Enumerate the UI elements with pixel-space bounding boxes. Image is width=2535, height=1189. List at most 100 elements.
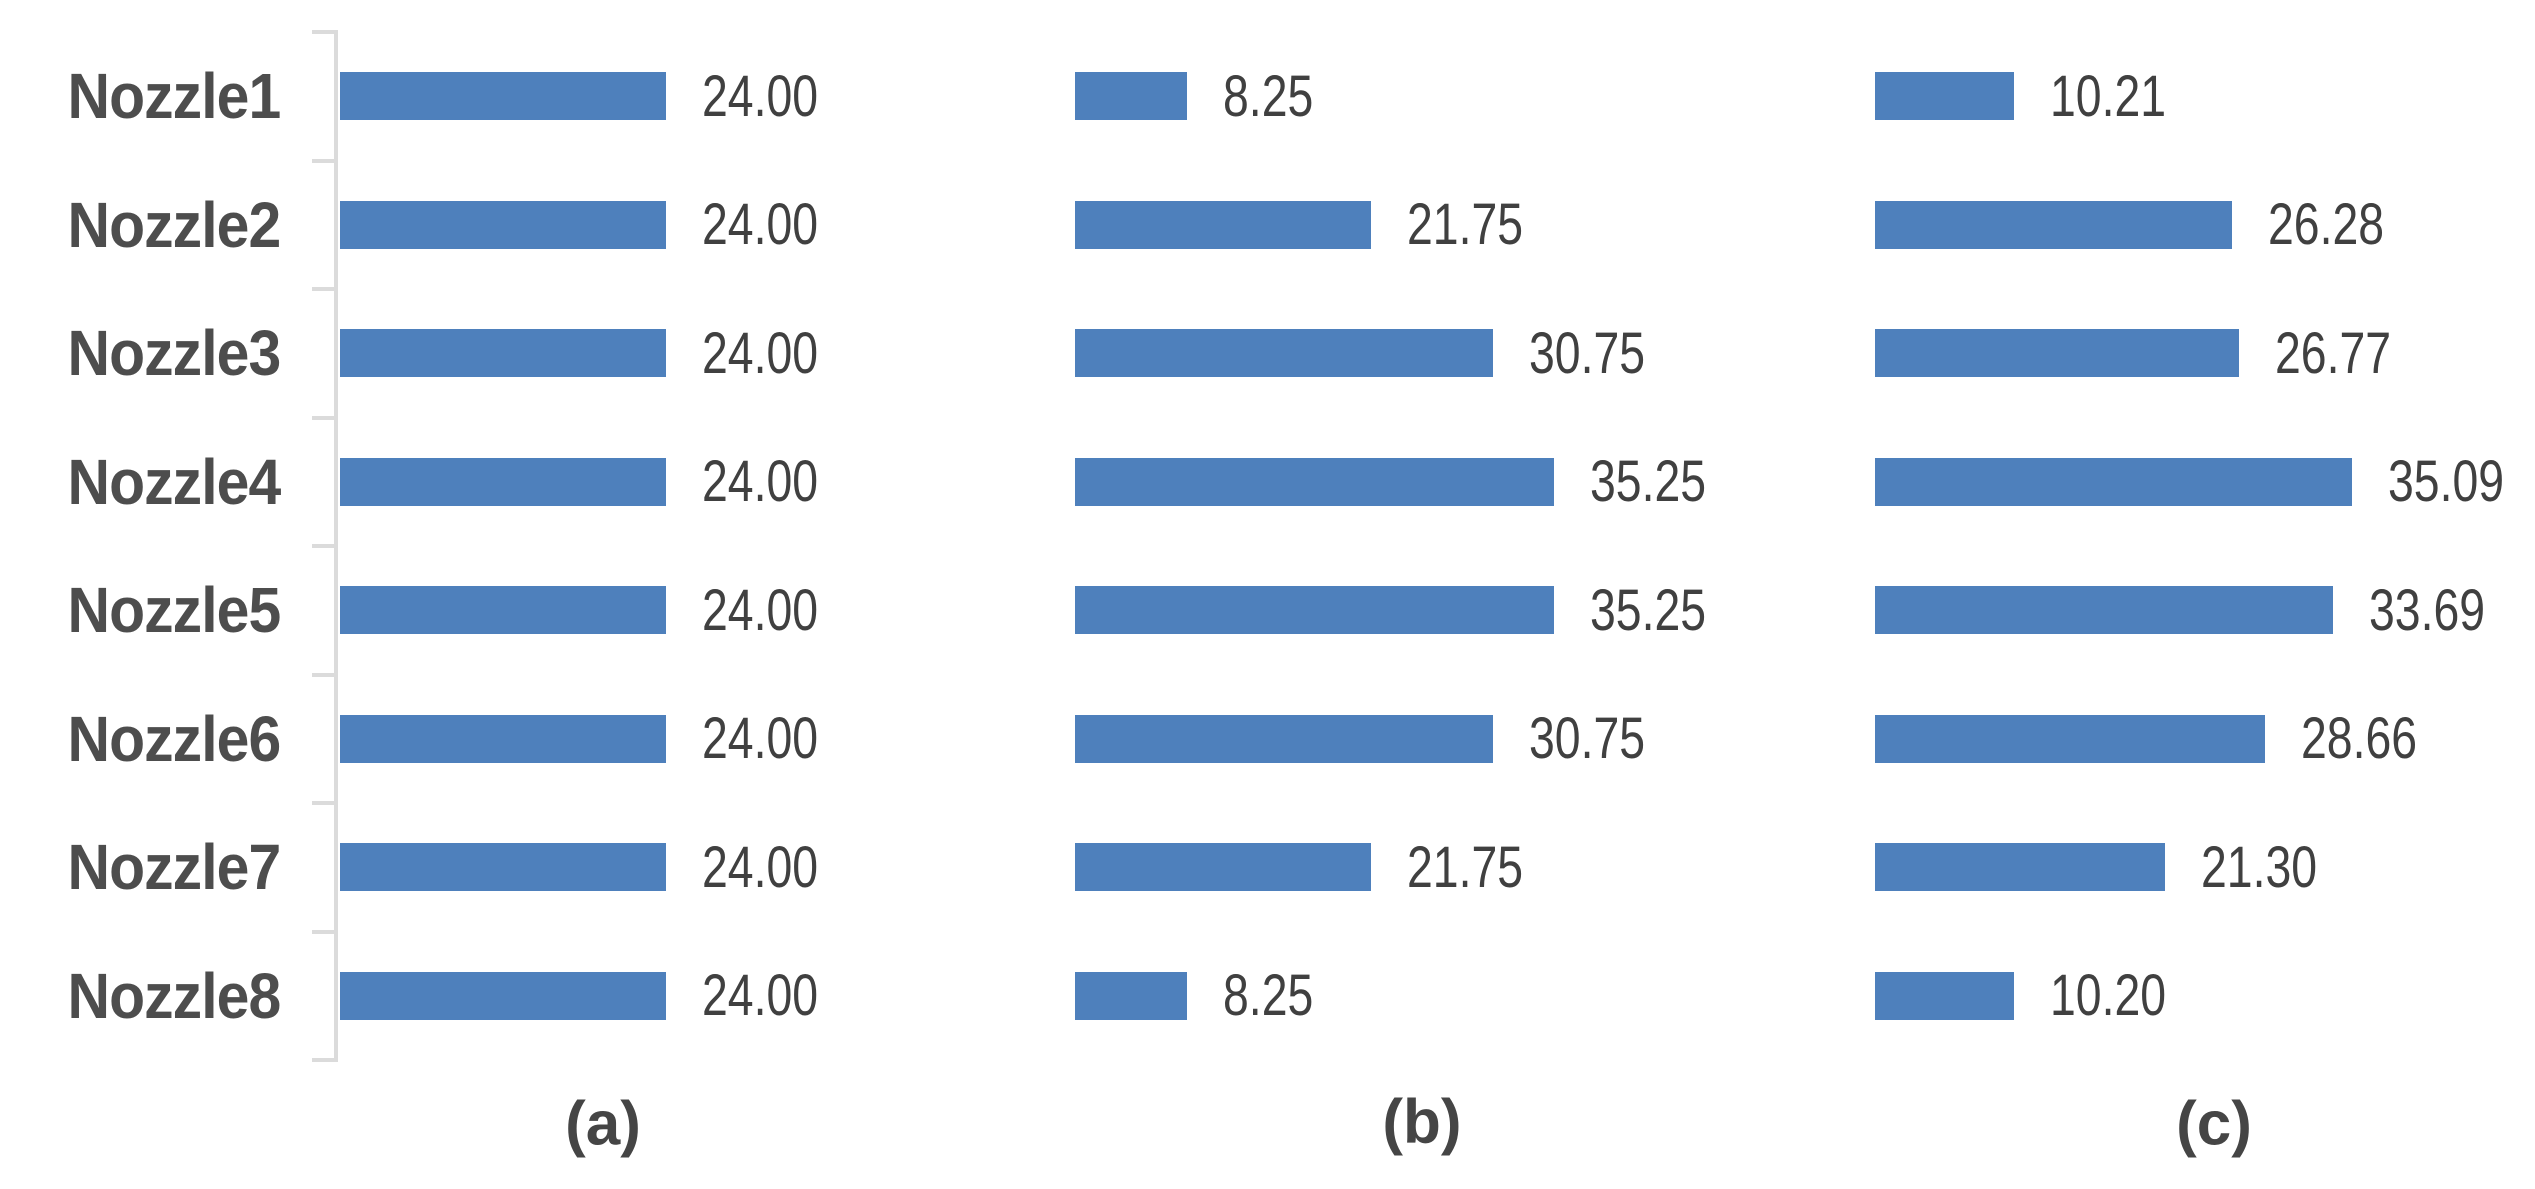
category-label-text: Nozzle3 bbox=[67, 317, 281, 390]
axis-tick-mark bbox=[312, 30, 336, 34]
bar bbox=[1075, 586, 1555, 635]
bar bbox=[1075, 72, 1188, 121]
bar bbox=[340, 457, 667, 506]
category-label: Nozzle2 bbox=[30, 161, 281, 290]
bar-value-text: 24.00 bbox=[702, 192, 819, 258]
bar-value-label: 26.77 bbox=[2275, 321, 2420, 386]
category-label: Nozzle6 bbox=[30, 675, 281, 804]
bar-value-text: 24.00 bbox=[702, 577, 819, 643]
bar-value-text: 35.25 bbox=[1590, 449, 1707, 515]
bar bbox=[1875, 586, 2334, 635]
bar bbox=[1075, 200, 1371, 249]
axis-tick-mark bbox=[312, 672, 336, 677]
bar-value-text: 24.00 bbox=[702, 449, 819, 515]
bar bbox=[1075, 843, 1371, 892]
chart-b-sublabel: (b) bbox=[1382, 1087, 1462, 1157]
bar-value-label: 24.00 bbox=[702, 449, 847, 514]
bar-value-text: 30.75 bbox=[1529, 706, 1646, 772]
axis-tick-mark bbox=[312, 544, 336, 548]
bar bbox=[1075, 714, 1494, 763]
bar-value-label: 28.66 bbox=[2301, 706, 2446, 771]
category-axis-line bbox=[334, 30, 338, 1062]
bar bbox=[1875, 714, 2265, 763]
bar-value-label: 10.21 bbox=[2050, 64, 2195, 129]
bar-value-text: 8.25 bbox=[1223, 63, 1314, 129]
bar bbox=[1875, 843, 2165, 892]
axis-tick-mark bbox=[312, 287, 336, 291]
bar-value-label: 35.25 bbox=[1590, 578, 1735, 643]
bar bbox=[340, 971, 667, 1020]
bar-value-label: 10.20 bbox=[2050, 963, 2195, 1028]
axis-tick-mark bbox=[312, 415, 336, 420]
category-label-text: Nozzle5 bbox=[67, 574, 281, 647]
bar bbox=[340, 714, 667, 763]
bar-value-label: 24.00 bbox=[702, 192, 847, 257]
bar-value-text: 10.21 bbox=[2049, 63, 2167, 129]
bar-value-text: 30.75 bbox=[1529, 320, 1646, 386]
bar bbox=[340, 329, 667, 378]
axis-tick-mark bbox=[312, 158, 336, 163]
bar bbox=[1075, 457, 1555, 506]
bar bbox=[1075, 329, 1494, 378]
bar-value-text: 8.25 bbox=[1223, 963, 1314, 1029]
axis-tick-mark bbox=[312, 801, 336, 805]
bar bbox=[340, 200, 667, 249]
bar-value-label: 24.00 bbox=[702, 321, 847, 386]
bar-value-text: 24.00 bbox=[702, 63, 819, 129]
bar bbox=[1075, 971, 1188, 1020]
bar bbox=[340, 843, 667, 892]
bar-value-label: 24.00 bbox=[702, 706, 847, 771]
bar-value-label: 21.75 bbox=[1407, 835, 1552, 900]
bar bbox=[1875, 200, 2233, 249]
bar-value-text: 24.00 bbox=[702, 320, 819, 386]
bar-value-text: 26.28 bbox=[2268, 192, 2385, 258]
category-label: Nozzle1 bbox=[30, 32, 281, 161]
axis-tick-mark bbox=[312, 929, 336, 934]
category-label: Nozzle3 bbox=[30, 289, 281, 418]
bar-value-text: 35.25 bbox=[1590, 577, 1707, 643]
chart-c-sublabel: (c) bbox=[2176, 1089, 2252, 1159]
category-label: Nozzle8 bbox=[30, 932, 281, 1061]
bar-value-text: 21.75 bbox=[1406, 834, 1523, 900]
bar-value-text: 21.75 bbox=[1406, 192, 1523, 258]
axis-tick-mark bbox=[312, 1058, 336, 1062]
bar bbox=[1875, 329, 2240, 378]
bar-value-text: 24.00 bbox=[702, 963, 819, 1029]
category-label-text: Nozzle4 bbox=[67, 445, 281, 518]
category-label-text: Nozzle8 bbox=[67, 959, 281, 1032]
bar-value-label: 26.28 bbox=[2268, 192, 2413, 257]
bar bbox=[1875, 72, 2014, 121]
bar bbox=[1875, 971, 2014, 1020]
bar-value-label: 35.09 bbox=[2388, 449, 2533, 514]
bar-value-text: 26.77 bbox=[2275, 320, 2392, 386]
bar-value-text: 28.66 bbox=[2300, 706, 2417, 772]
bar bbox=[1875, 457, 2353, 506]
bar-value-label: 24.00 bbox=[702, 578, 847, 643]
bar-value-text: 35.09 bbox=[2388, 449, 2505, 515]
bar-value-text: 24.00 bbox=[702, 706, 819, 772]
bar-value-text: 10.20 bbox=[2049, 963, 2166, 1029]
bar-value-label: 24.00 bbox=[702, 835, 847, 900]
bar-value-label: 35.25 bbox=[1590, 449, 1735, 514]
category-label: Nozzle5 bbox=[30, 546, 281, 675]
bar bbox=[340, 72, 667, 121]
category-label-text: Nozzle1 bbox=[67, 60, 281, 133]
bar-value-label: 8.25 bbox=[1223, 64, 1336, 129]
bar-value-label: 21.30 bbox=[2201, 835, 2346, 900]
bar bbox=[340, 586, 667, 635]
bar-value-label: 24.00 bbox=[702, 64, 847, 129]
bar-value-label: 33.69 bbox=[2369, 578, 2514, 643]
category-label-text: Nozzle7 bbox=[67, 831, 281, 904]
bar-value-label: 21.75 bbox=[1407, 192, 1552, 257]
bar-value-label: 8.25 bbox=[1223, 963, 1336, 1028]
category-label-text: Nozzle6 bbox=[67, 702, 281, 775]
bar-value-label: 30.75 bbox=[1529, 321, 1674, 386]
category-label: Nozzle7 bbox=[30, 803, 281, 932]
category-label: Nozzle4 bbox=[30, 418, 281, 547]
bar-value-text: 24.00 bbox=[702, 834, 819, 900]
bar-value-text: 21.30 bbox=[2200, 834, 2317, 900]
